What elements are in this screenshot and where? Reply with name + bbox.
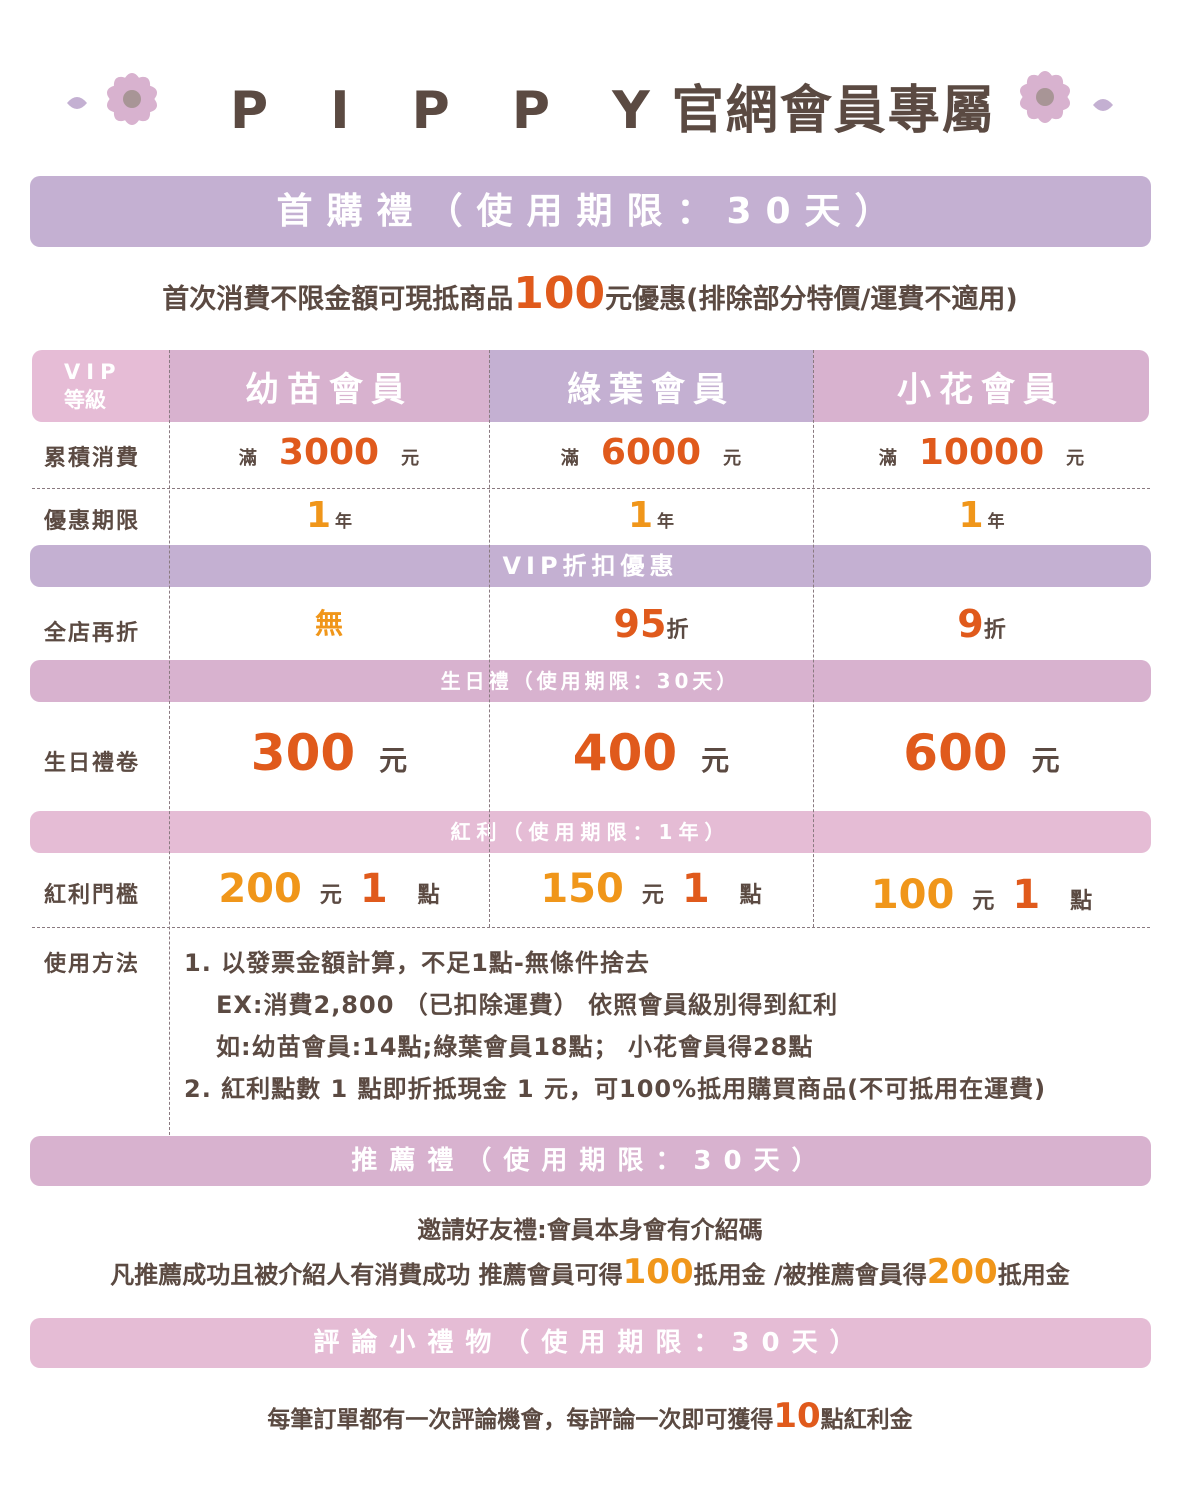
row-label-period: 優惠期限 — [44, 509, 141, 534]
vip-discount-band: VIP折扣優惠 — [30, 545, 1151, 587]
usage-line: EX:消費2,800 （已扣除運費） 依照會員級別得到紅利 — [216, 991, 839, 1019]
discount-cell: 95折 — [613, 602, 689, 646]
usage-line: 如:幼苗會員:14點;綠葉會員18點； 小花會員得28點 — [216, 1033, 814, 1061]
row-label-birthday: 生日禮卷 — [44, 751, 141, 776]
tier-header-leaf: 綠葉會員 — [489, 350, 813, 422]
vip-level-header: VIP 等級 — [32, 350, 169, 422]
row-label-spend: 累積消費 — [44, 446, 141, 471]
usage-line: 2. 紅利點數 1 點即折抵現金 1 元，可100%抵用購買商品(不可抵用在運費… — [184, 1075, 1047, 1103]
birthday-cell: 300 元 — [250, 724, 408, 782]
usage-text: 1. 以發票金額計算，不足1點-無條件捨去 EX:消費2,800 （已扣除運費）… — [184, 942, 1046, 1110]
bonus-cell: 200 元 1 點 — [218, 866, 440, 912]
usage-line: 1. 以發票金額計算，不足1點-無條件捨去 — [184, 949, 650, 977]
title-text: 官網會員專屬 — [671, 81, 996, 141]
bonus-cell: 100 元 1 點 — [870, 872, 1093, 918]
bonus-cell: 150 元 1 點 — [540, 866, 762, 912]
divider — [813, 350, 814, 927]
first-purchase-band: 首購禮（使用期限：30天） — [30, 176, 1151, 247]
discount-cell: 無 — [314, 607, 343, 640]
brand-name: P I P P Y — [230, 81, 672, 141]
spend-cell: 滿 3000 元 — [238, 432, 420, 473]
row-label-bonus: 紅利門檻 — [44, 883, 141, 908]
referral-band: 推薦禮（使用期限：30天） — [30, 1136, 1151, 1186]
tier-header-flower: 小花會員 — [813, 350, 1149, 422]
flower-icon — [1019, 71, 1113, 123]
divider — [32, 927, 1150, 928]
page-title: P I P P Y官網會員專屬 — [230, 68, 996, 143]
review-band: 評論小禮物（使用期限：30天） — [30, 1318, 1151, 1368]
first-purchase-desc: 首次消費不限金額可現抵商品100元優惠(排除部分特價/運費不適用) — [162, 268, 1018, 319]
divider — [489, 350, 490, 927]
referral-line1: 邀請好友禮:會員本身會有介紹碼 — [417, 1216, 763, 1244]
divider — [169, 350, 170, 1135]
tier-header-seedling: 幼苗會員 — [169, 350, 489, 422]
flower-icon — [67, 73, 158, 125]
row-label-usage: 使用方法 — [44, 952, 141, 977]
spend-cell: 滿 10000 元 — [878, 432, 1085, 473]
birthday-cell: 600 元 — [903, 724, 1060, 782]
divider — [32, 488, 1150, 489]
bonus-band: 紅利（使用期限：1年） — [30, 811, 1151, 853]
birthday-cell: 400 元 — [572, 724, 730, 782]
birthday-band: 生日禮（使用期限：30天） — [30, 660, 1151, 702]
row-label-discount: 全店再折 — [44, 621, 141, 646]
discount-cell: 9折 — [957, 602, 1006, 646]
review-desc: 每筆訂單都有一次評論機會，每評論一次即可獲得10點紅利金 — [267, 1396, 913, 1436]
referral-line2: 凡推薦成功且被介紹人有消費成功 推薦會員可得100抵用金 /被推薦會員得200抵… — [110, 1252, 1070, 1292]
spend-cell: 滿 6000 元 — [560, 432, 742, 473]
